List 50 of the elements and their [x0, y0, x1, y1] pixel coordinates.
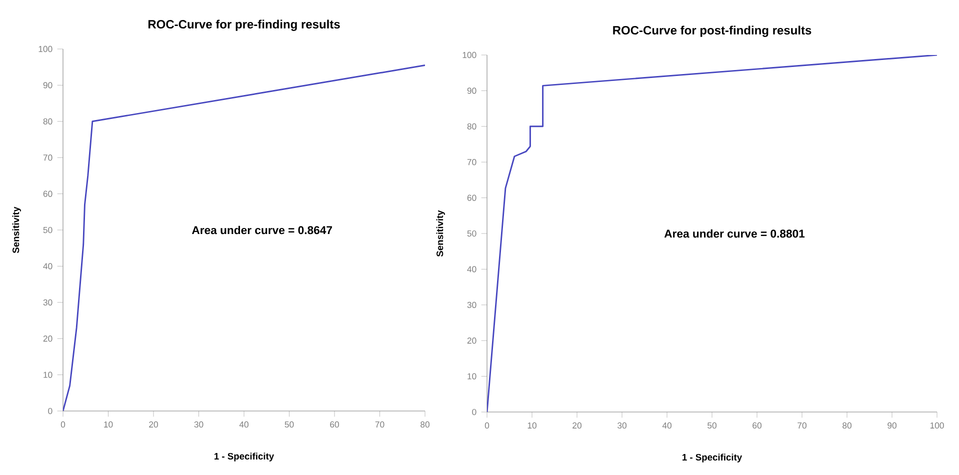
x-axis-title: 1 - Specificity [682, 454, 742, 462]
annotation: Area under curve = 0.8801 [664, 229, 805, 238]
x-tick-label: 0 [60, 421, 66, 428]
y-tick-label: 10 [468, 373, 476, 380]
x-tick-label: 60 [330, 421, 339, 428]
chart-title: ROC-Curve for post-finding results [613, 26, 812, 37]
x-tick-label: 80 [420, 421, 430, 428]
x-tick-label: 70 [798, 422, 806, 429]
y-tick-label: 30 [467, 302, 476, 308]
x-tick-label: 0 [484, 422, 490, 429]
y-tick-label: 80 [43, 118, 52, 124]
y-tick-label: 90 [43, 82, 52, 88]
x-tick-label: 10 [104, 421, 113, 428]
y-tick-label: 50 [467, 230, 476, 237]
x-tick-label: 60 [752, 422, 762, 429]
x-tick-label: 20 [149, 421, 158, 428]
y-tick-label: 40 [467, 266, 476, 272]
x-tick-label: 20 [572, 422, 582, 429]
y-tick-label: 60 [467, 194, 476, 201]
y-axis-title: Sensitivity [436, 210, 445, 257]
x-tick-label: 40 [662, 422, 672, 429]
x-axis-title: 1 - Specificity [214, 452, 274, 462]
x-tick-label: 100 [930, 422, 944, 429]
y-tick-label: 60 [43, 190, 52, 197]
x-tick-label: 90 [888, 422, 896, 429]
y-tick-label: 70 [467, 159, 476, 166]
x-tick-label: 30 [194, 421, 204, 428]
x-tick-label: 70 [375, 421, 384, 428]
y-tick-label: 0 [48, 408, 52, 414]
y-tick-label: 40 [43, 263, 52, 270]
x-tick-label: 80 [842, 422, 852, 429]
x-tick-label: 30 [618, 422, 626, 429]
x-tick-label: 50 [284, 421, 294, 428]
x-tick-label: 10 [528, 422, 536, 429]
y-tick-label: 50 [43, 226, 52, 234]
y-tick-label: 100 [462, 52, 476, 58]
y-tick-label: 20 [43, 336, 52, 342]
y-tick-label: 0 [472, 408, 476, 416]
y-tick-label: 30 [43, 299, 52, 306]
x-tick-label: 40 [239, 421, 248, 428]
annotation: Area under curve = 0.8647 [192, 226, 332, 234]
y-tick-label: 80 [467, 123, 476, 130]
y-tick-label: 90 [467, 88, 476, 94]
y-axis-title: Sensitivity [12, 206, 21, 254]
y-tick-label: 10 [44, 372, 52, 378]
y-tick-label: 20 [467, 338, 476, 344]
chart-title: ROC-Curve for pre-finding results [148, 20, 340, 31]
y-tick-label: 100 [38, 46, 52, 52]
x-tick-label: 50 [708, 422, 716, 429]
y-tick-label: 70 [43, 154, 52, 161]
